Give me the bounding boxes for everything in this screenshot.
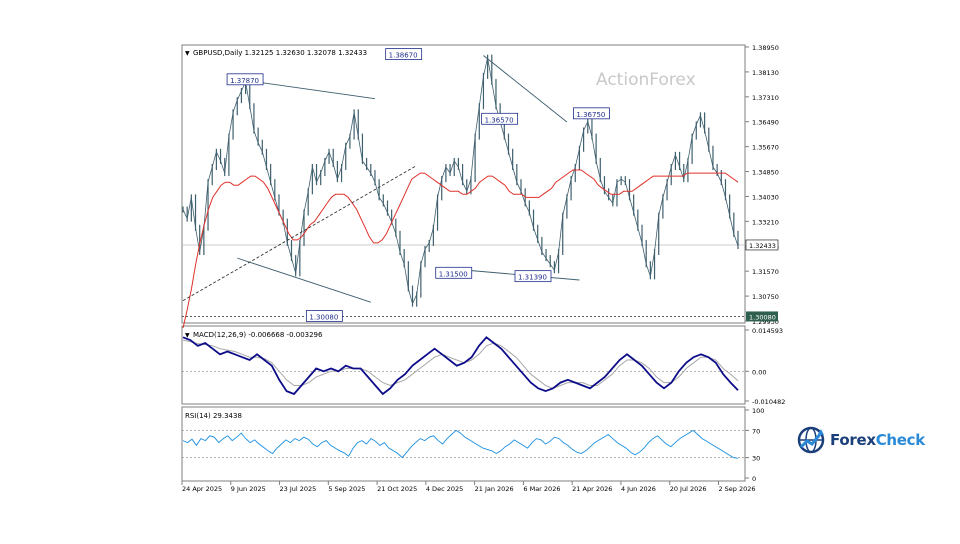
support-price-tag-text: 1.30080 <box>749 313 776 321</box>
price-panel-frame <box>181 44 746 324</box>
dashed-uptrend-line <box>182 165 417 302</box>
price-tick-label: 1.38950 <box>752 44 779 52</box>
price-tick-label: 1.34030 <box>752 193 779 201</box>
x-tick-label: 21 Jan 2026 <box>475 485 514 493</box>
rsi-tick-label: 0 <box>752 475 756 483</box>
price-annotation: 1.37870 <box>226 73 264 86</box>
annotation-box <box>305 310 343 322</box>
x-tick-label: 21 Oct 2025 <box>377 485 417 493</box>
price-tick-label: 1.38130 <box>752 69 779 77</box>
rsi-tick-label: 30 <box>752 455 760 463</box>
rsi-header: RSI(14) 29.3438 <box>185 412 242 420</box>
annotation-text: 1.36750 <box>576 111 605 119</box>
current-price-tag-text: 1.32433 <box>749 242 776 250</box>
annotation-text: 1.36570 <box>485 116 514 124</box>
price-tick-label: 1.30750 <box>752 293 779 301</box>
annotation-text: 1.30080 <box>309 313 338 321</box>
x-tick-label: 24 Apr 2025 <box>182 485 222 493</box>
annotation-box <box>435 266 473 279</box>
macd-layer <box>182 336 745 396</box>
rsi-tick-label: 70 <box>752 427 760 435</box>
price-tick-label: 1.29930 <box>752 318 779 326</box>
price-tick-label: 1.31570 <box>752 268 779 276</box>
price-annotation: 1.30080 <box>305 310 343 322</box>
x-tick-label: 4 Dec 2025 <box>426 485 463 493</box>
current-price-tag <box>745 239 779 251</box>
x-tick-label: 5 Sep 2025 <box>328 485 365 493</box>
rsi-panel-frame <box>181 406 746 482</box>
globe-icon <box>797 426 825 454</box>
price-annotation: 1.38670 <box>385 48 423 60</box>
annotation-text: 1.38670 <box>389 52 418 60</box>
annotation-box <box>573 107 610 120</box>
price-layer: 1.37870 1.38670 1.36570 1.36750 1.31500 1.313… <box>182 48 745 329</box>
annotation-text: 1.31390 <box>518 274 547 282</box>
annotation-box <box>514 270 552 283</box>
support-price-tag <box>746 311 778 322</box>
logo-text: ForexCheck <box>830 431 925 449</box>
annotation-text: 1.37870 <box>230 77 259 85</box>
x-tick-label: 4 Jun 2026 <box>621 485 656 493</box>
annotation-box <box>226 73 264 86</box>
downtrend-line <box>483 55 568 123</box>
x-tick-label: 6 Mar 2026 <box>523 485 560 493</box>
annotation-box <box>481 112 519 125</box>
axes-layer: 1.38950 1.38130 1.37310 1.36490 1.35670 1.348… <box>181 44 785 493</box>
x-tick-label: 9 Jun 2025 <box>231 485 266 493</box>
annotation-box <box>385 48 423 60</box>
upper-channel-line <box>241 79 376 100</box>
x-tick-label: 21 Apr 2026 <box>572 485 612 493</box>
rsi-tick-label: 100 <box>752 407 764 415</box>
macd-line <box>182 336 739 396</box>
price-tick-label: 1.37310 <box>752 94 779 102</box>
price-line <box>182 57 739 305</box>
macd-signal-line <box>182 339 739 389</box>
x-tick-label: 2 Sep 2026 <box>718 485 755 493</box>
forexcheck-logo: ForexCheck <box>796 422 926 458</box>
macd-tick-label: -0.010482 <box>752 398 785 406</box>
macd-tick-label: 0.014593 <box>752 327 783 335</box>
rsi-line <box>182 429 739 459</box>
price-tick-label: 1.34850 <box>752 169 779 177</box>
logo-text-accent: Check <box>875 431 926 449</box>
moving-average-line <box>182 169 739 329</box>
price-tick-label: 1.33210 <box>752 218 779 226</box>
x-tick-label: 23 Jul 2025 <box>280 485 317 493</box>
lower-channel-line <box>237 257 371 303</box>
rsi-layer <box>182 429 745 459</box>
x-tick-label: 20 Jul 2026 <box>670 485 707 493</box>
watermark: ActionForex <box>596 70 696 90</box>
macd-tick-label: 0.00 <box>752 368 766 376</box>
macd-header-arrow: ▼ <box>185 332 190 339</box>
symbol-header: GBPUSD,Daily 1.32125 1.32630 1.32078 1.3… <box>193 49 367 57</box>
symbol-header-arrow: ▼ <box>185 50 190 57</box>
price-annotation: 1.36750 <box>573 107 610 120</box>
price-annotation: 1.31390 <box>514 270 552 283</box>
macd-header: MACD(12,26,9) -0.006668 -0.003296 <box>193 331 323 339</box>
price-annotation: 1.36570 <box>481 112 519 125</box>
logo-text-main: Forex <box>830 431 876 449</box>
price-annotation: 1.31500 <box>435 266 473 279</box>
price-tick-label: 1.36490 <box>752 119 779 127</box>
price-tick-label: 1.35670 <box>752 144 779 152</box>
macd-panel-frame <box>181 325 746 405</box>
annotation-text: 1.31500 <box>439 270 468 278</box>
